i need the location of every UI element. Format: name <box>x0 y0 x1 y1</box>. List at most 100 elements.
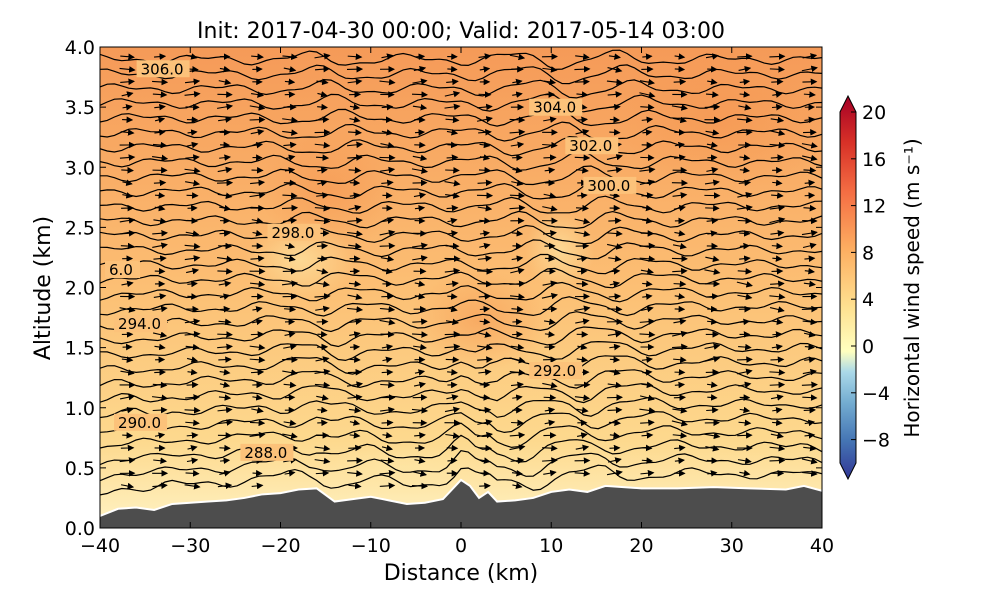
x-tick-label: −20 <box>260 535 300 557</box>
wind-vector <box>609 103 621 111</box>
wind-vector <box>607 166 623 174</box>
x-tick-label: 10 <box>539 535 563 557</box>
contour-label: 298.0 <box>271 224 314 242</box>
wind-vector <box>707 381 718 389</box>
wind-vector <box>479 318 491 325</box>
wind-vector <box>477 205 493 212</box>
wind-vector <box>219 204 231 212</box>
wind-vector <box>543 192 557 199</box>
wind-vector <box>542 457 558 464</box>
wind-vector <box>479 154 491 161</box>
wind-vector <box>317 91 328 98</box>
wind-vector <box>219 470 231 477</box>
wind-vector <box>122 104 133 111</box>
wind-vector <box>445 242 460 250</box>
wind-vector <box>509 356 526 364</box>
wind-vector <box>609 116 621 123</box>
wind-vector <box>251 53 264 60</box>
wind-vector <box>575 128 590 136</box>
wind-vector <box>444 406 461 414</box>
wind-vector <box>544 331 556 338</box>
wind-vector <box>804 267 815 275</box>
wind-vector <box>770 229 785 237</box>
colorbar-tick-label: 0 <box>862 336 874 358</box>
wind-vector <box>251 482 264 490</box>
wind-vector <box>771 242 784 250</box>
wind-vector <box>674 444 686 452</box>
wind-vector <box>412 104 428 111</box>
wind-vector <box>609 192 621 199</box>
wind-vector <box>413 192 427 199</box>
wind-vector <box>739 154 751 161</box>
wind-vector <box>738 381 752 389</box>
wind-vector <box>673 78 687 86</box>
wind-vector <box>737 293 753 301</box>
wind-vector <box>542 229 557 237</box>
wind-vector <box>316 192 329 199</box>
wind-vector <box>478 406 492 414</box>
wind-vector <box>251 91 265 98</box>
wind-vector <box>704 103 721 111</box>
wind-vector <box>217 255 234 263</box>
wind-vector <box>769 306 785 313</box>
wind-vector <box>348 166 362 174</box>
wind-vector <box>543 116 557 123</box>
wind-vector <box>120 129 135 136</box>
wind-vector <box>770 432 784 439</box>
wind-vector <box>284 470 296 477</box>
wind-vector <box>121 406 134 414</box>
wind-vector <box>609 444 621 452</box>
wind-vector <box>476 116 493 123</box>
y-axis-label: Altitude (km) <box>31 216 56 360</box>
wind-vector <box>509 128 526 136</box>
wind-vector <box>379 242 396 250</box>
wind-vector <box>349 356 361 363</box>
isentrope-line <box>100 326 822 348</box>
wind-vector <box>187 293 198 300</box>
wind-vector <box>544 167 556 174</box>
contour-label-background <box>529 362 583 380</box>
wind-vector <box>739 406 751 414</box>
wind-vector <box>250 255 265 262</box>
wind-vector <box>802 53 818 60</box>
wind-vector <box>317 167 328 174</box>
isentrope-line <box>100 135 822 157</box>
wind-vector <box>447 305 458 313</box>
wind-vector <box>511 469 524 477</box>
wind-vector <box>509 369 526 376</box>
wind-vector <box>349 103 361 111</box>
wind-vector <box>674 457 685 465</box>
isentrope-line <box>100 224 822 245</box>
wind-vector <box>184 90 201 98</box>
wind-vector <box>705 445 720 452</box>
wind-vector <box>479 305 491 313</box>
wind-vector <box>412 242 428 250</box>
wind-vector <box>608 53 621 60</box>
wind-vector <box>185 470 200 477</box>
wind-vector <box>219 154 232 161</box>
wind-vector <box>282 217 298 224</box>
wind-vector <box>672 267 688 275</box>
wind-vector <box>381 103 394 111</box>
wind-vector <box>509 53 526 61</box>
wind-vector <box>510 343 525 351</box>
wind-vector <box>120 369 135 376</box>
wind-vector <box>315 305 330 313</box>
wind-vector <box>282 53 298 61</box>
wind-vector <box>284 78 296 86</box>
wind-vector <box>609 129 621 136</box>
contour-label-background <box>529 98 583 116</box>
wind-vector <box>477 356 493 363</box>
wind-vector <box>640 305 654 313</box>
wind-vector <box>477 419 493 426</box>
wind-vector <box>412 318 428 325</box>
wind-vector <box>609 280 621 288</box>
wind-vector <box>737 457 752 465</box>
wind-vector <box>119 229 136 237</box>
wind-vector <box>380 457 395 465</box>
wind-vector <box>769 369 786 376</box>
wind-vector <box>348 280 362 288</box>
wind-vector <box>379 318 396 326</box>
isentrope-lines <box>100 49 822 496</box>
wind-vector <box>639 78 655 86</box>
